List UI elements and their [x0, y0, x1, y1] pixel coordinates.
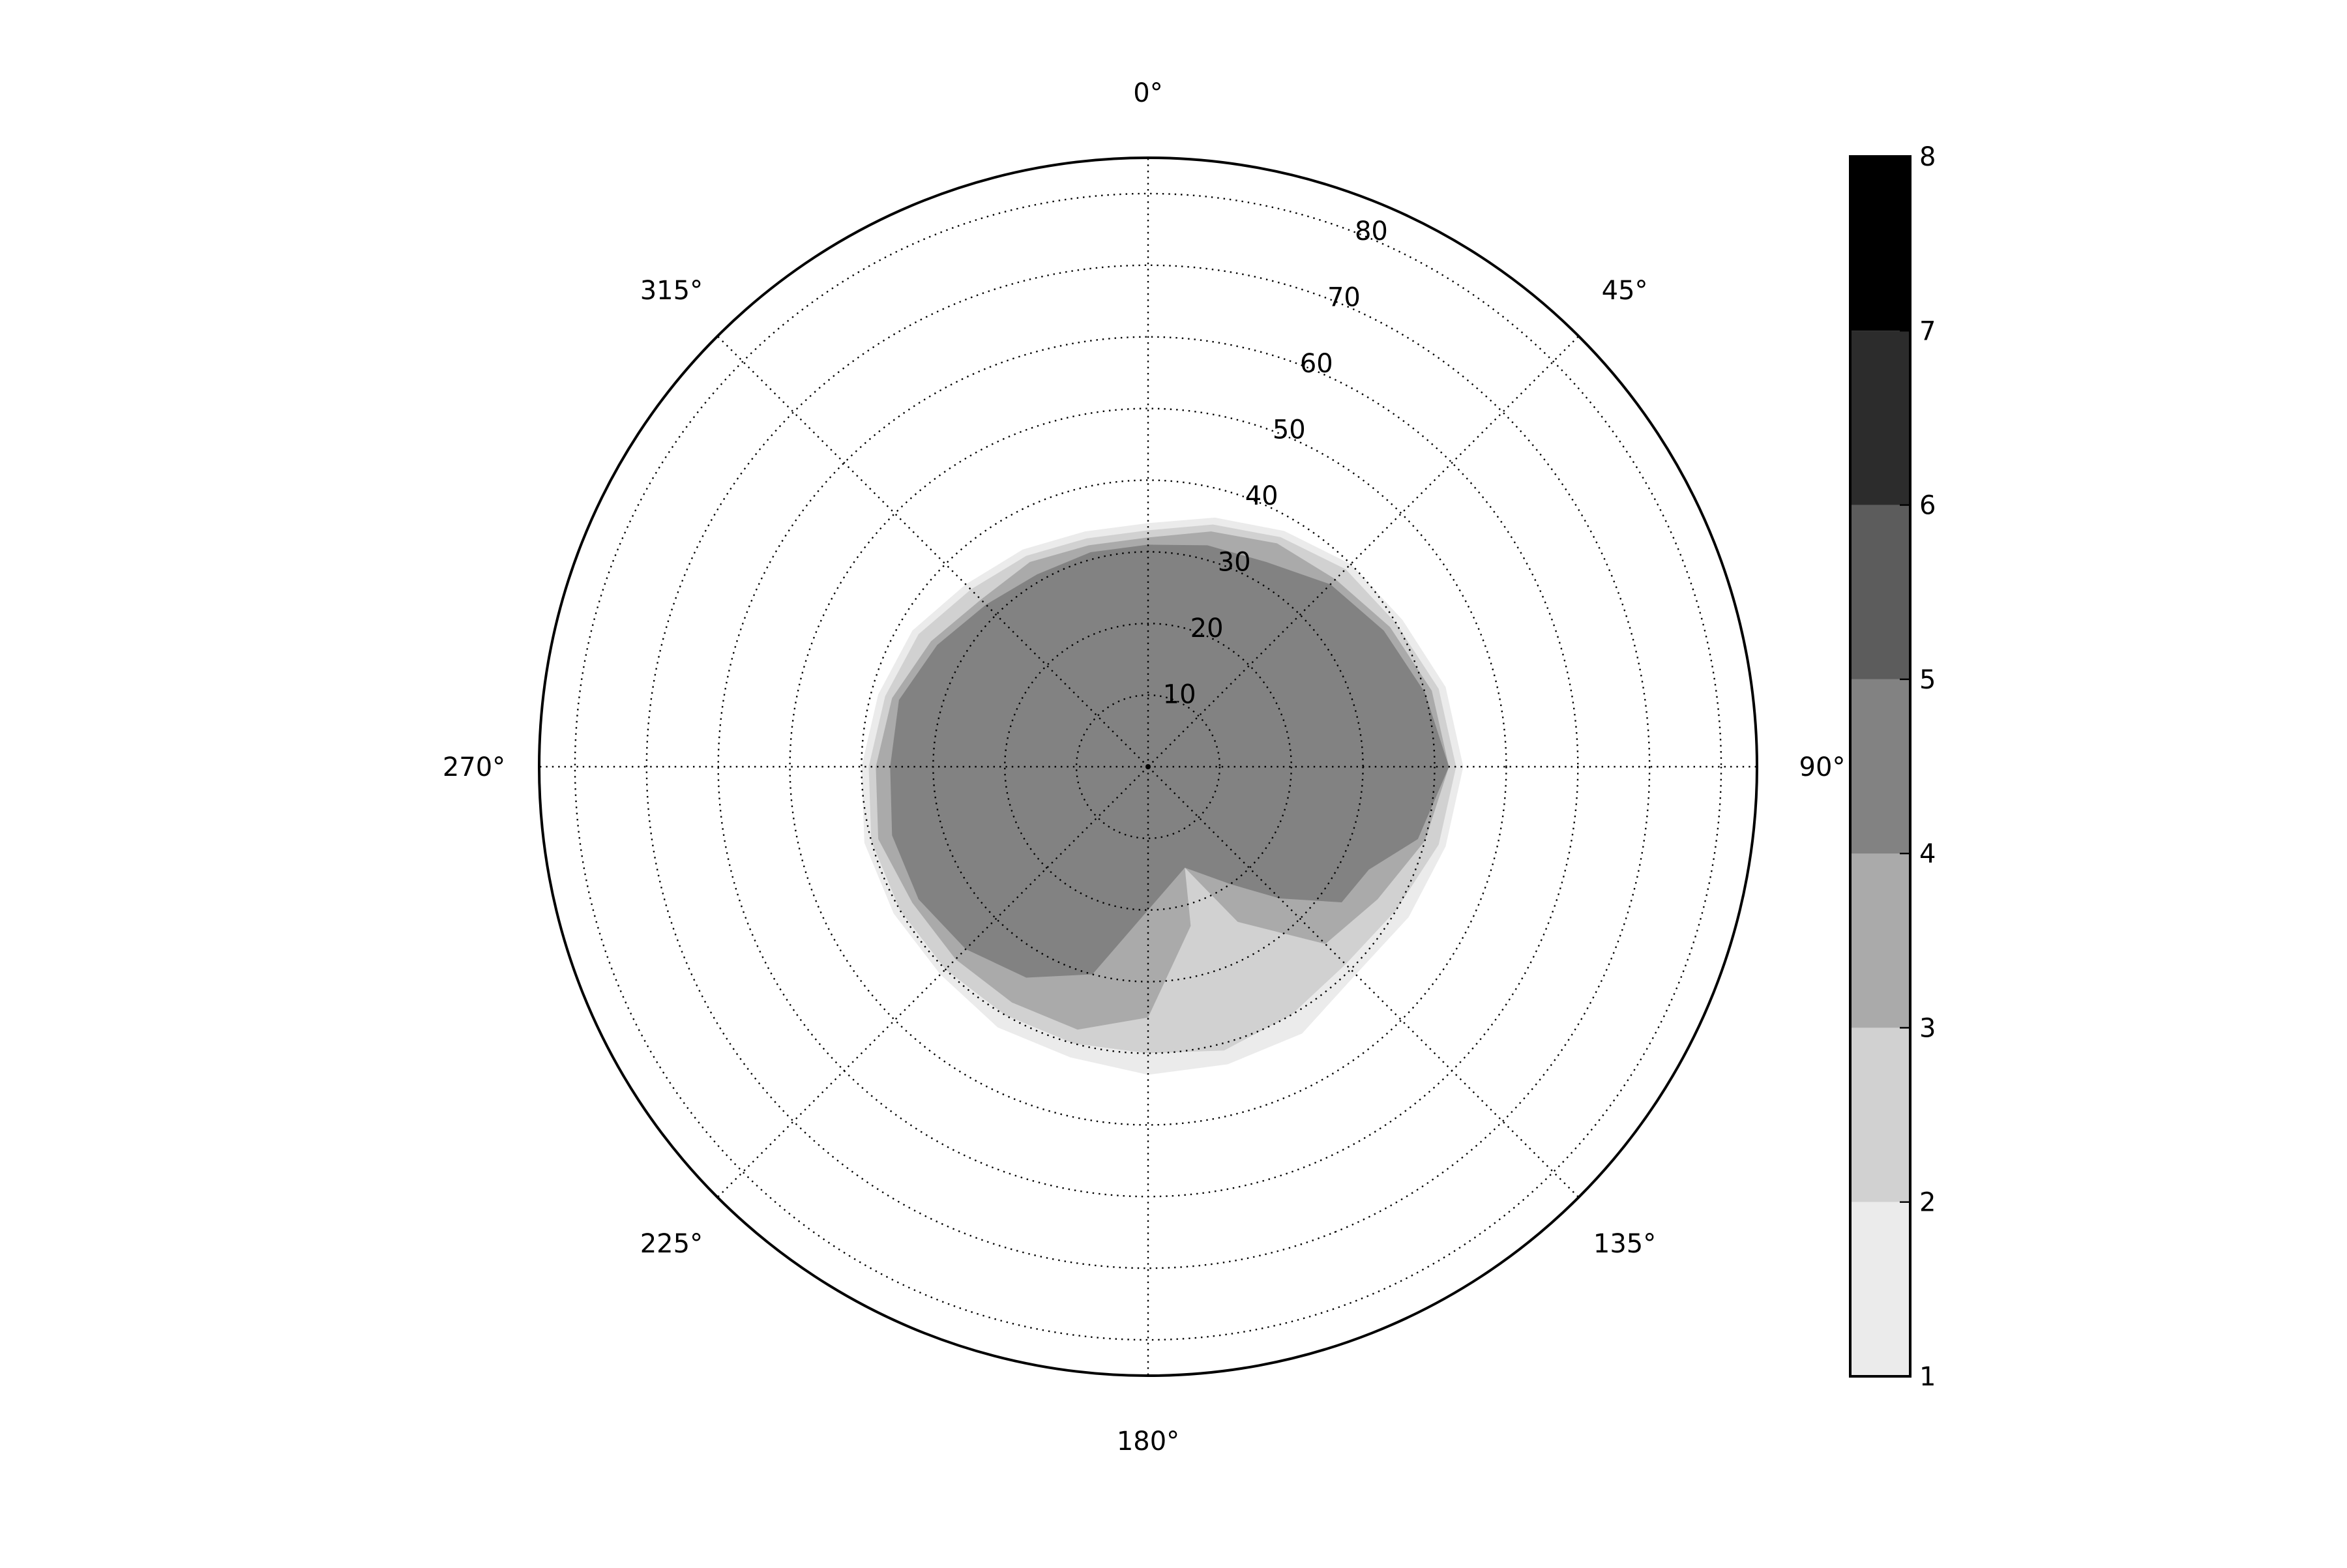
angle-label-180: 180° — [1117, 1427, 1179, 1457]
radial-label-70: 70 — [1327, 282, 1361, 312]
colorbar-label-8: 8 — [1919, 142, 1936, 172]
colorbar-label-7: 7 — [1919, 316, 1936, 346]
colorbar-band-3-4 — [1850, 853, 1910, 1028]
angle-label-0: 0° — [1133, 78, 1162, 108]
grid-circle-80 — [574, 192, 1722, 1341]
radial-label-30: 30 — [1218, 547, 1251, 577]
radial-label-60: 60 — [1300, 349, 1333, 379]
angle-label-315: 315° — [640, 276, 703, 306]
angle-tick-labels: 0° 45° 90° 135° 180° 225° 270° 315° — [443, 78, 1846, 1457]
polar-frame — [538, 156, 1758, 1377]
radial-label-10: 10 — [1163, 680, 1196, 710]
contour-fills — [861, 517, 1464, 1075]
radial-label-50: 50 — [1273, 415, 1306, 445]
radial-label-80: 80 — [1355, 216, 1388, 246]
colorbar-label-2: 2 — [1919, 1188, 1936, 1218]
grid-circle-10 — [1075, 694, 1221, 840]
angle-label-45: 45° — [1602, 276, 1648, 306]
colorbar-label-1: 1 — [1919, 1362, 1936, 1392]
grid-circle-40 — [861, 479, 1436, 1054]
angle-label-270: 270° — [443, 752, 505, 782]
grid-circle-70 — [645, 264, 1651, 1269]
colorbar-band-1-2 — [1850, 1202, 1910, 1376]
colorbar-band-2-3 — [1850, 1028, 1910, 1202]
radial-tick-labels: 10 20 30 40 50 60 70 80 — [1163, 216, 1388, 710]
colorbar-label-5: 5 — [1919, 665, 1936, 695]
colorbar-label-6: 6 — [1919, 491, 1936, 521]
colorbar-frame — [1849, 155, 1912, 1378]
colorbar-label-4: 4 — [1919, 839, 1936, 869]
angle-label-90: 90° — [1799, 752, 1846, 782]
polar-grid — [539, 158, 1757, 1376]
radial-label-40: 40 — [1245, 481, 1278, 511]
colorbar: 1 2 3 4 5 6 7 8 — [1849, 142, 1936, 1392]
polar-outer-circle — [538, 156, 1758, 1377]
grid-circle-50 — [789, 407, 1507, 1126]
colorbar-band-4-5 — [1850, 679, 1910, 854]
contour-level-4 — [890, 544, 1449, 978]
angle-label-135: 135° — [1593, 1229, 1656, 1259]
grid-circle-20 — [1004, 623, 1292, 911]
center-dot — [1145, 764, 1151, 769]
radial-label-20: 20 — [1190, 614, 1224, 643]
angle-label-225: 225° — [640, 1229, 703, 1259]
colorbar-band-6-7 — [1850, 331, 1910, 505]
colorbar-band-7-8 — [1850, 156, 1910, 331]
colorbar-band-5-6 — [1850, 505, 1910, 679]
colorbar-label-3: 3 — [1919, 1013, 1936, 1043]
